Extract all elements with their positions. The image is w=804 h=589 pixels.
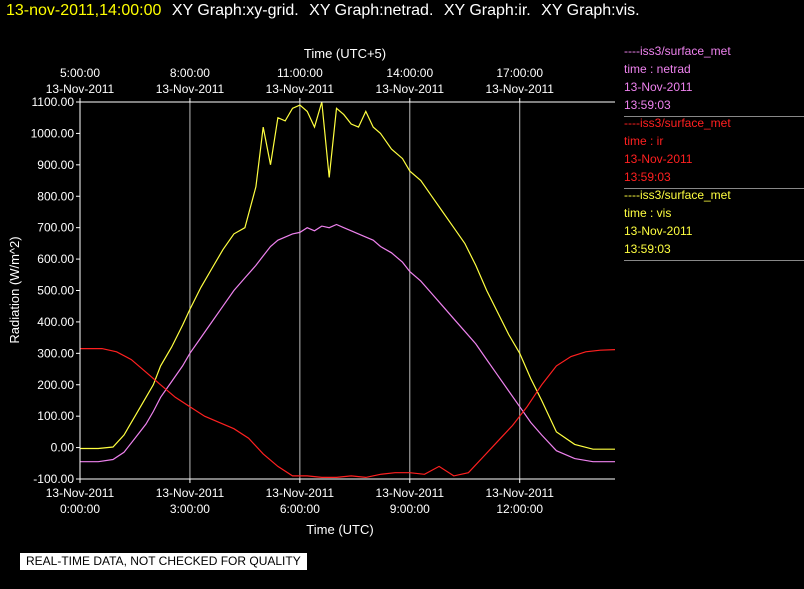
- x-axis-label-top: Time (UTC+5): [304, 46, 386, 61]
- legend-netrad: ----iss3/surface_met time : netrad 13-No…: [624, 42, 804, 117]
- x-tick-top-label-date: 13-Nov-2011: [46, 82, 115, 96]
- legend-ir-line: ----iss3/surface_met: [624, 116, 731, 130]
- legend-ir-date: 13-Nov-2011: [624, 152, 693, 166]
- x-tick-top-label-time: 5:00:00: [60, 66, 100, 80]
- x-tick-label-time: 6:00:00: [280, 502, 320, 516]
- y-tick-label: -100.00: [33, 472, 74, 486]
- grid: [189, 102, 521, 479]
- legend-divider: [624, 188, 804, 189]
- x-tick-top-label-time: 11:00:00: [277, 66, 323, 80]
- x-tick-label-time: 3:00:00: [170, 502, 210, 516]
- legend-vis-date: 13-Nov-2011: [624, 224, 693, 238]
- x-tick-label-date: 13-Nov-2011: [156, 486, 225, 500]
- y-tick-label: 800.00: [37, 189, 74, 203]
- y-tick-label: 1000.00: [31, 126, 75, 140]
- series-line-vis: [80, 101, 615, 450]
- y-tick-label: 0.00: [51, 441, 75, 455]
- y-tick-label: 300.00: [37, 346, 74, 360]
- legend-vis: ----iss3/surface_met time : vis 13-Nov-2…: [624, 186, 804, 261]
- x-tick-top-label-date: 13-Nov-2011: [485, 82, 554, 96]
- y-tick-label: 700.00: [37, 221, 74, 235]
- y-tick-label: 200.00: [37, 378, 74, 392]
- x-tick-top-label-time: 17:00:00: [496, 66, 543, 80]
- y-tick-label: 400.00: [37, 315, 74, 329]
- x-axis-label-bottom: Time (UTC): [306, 522, 373, 537]
- x-tick-top-label-date: 13-Nov-2011: [156, 82, 225, 96]
- axes: 1100.00 1000.00 900.00 800.00 700.00 600.00 50…: [31, 66, 615, 516]
- x-tick-label-date: 13-Nov-2011: [266, 486, 335, 500]
- title-bar: 13-nov-2011,14:00:00 XY Graph:xy-grid. X…: [6, 2, 640, 24]
- legend-netrad-var: time : netrad: [624, 62, 691, 76]
- graph-title-vis: XY Graph:vis.: [541, 2, 640, 19]
- x-tick-label-date: 13-Nov-2011: [376, 486, 445, 500]
- legend-netrad-line: ----iss3/surface_met: [624, 44, 731, 58]
- x-tick-top-label-date: 13-Nov-2011: [376, 82, 445, 96]
- legend-netrad-time: 13:59:03: [624, 98, 671, 112]
- series-lines: [80, 101, 616, 479]
- x-tick-label-date: 13-Nov-2011: [485, 486, 554, 500]
- legend-divider: [624, 260, 804, 261]
- graph-title-ir: XY Graph:ir.: [443, 2, 531, 19]
- graph-title-grid: XY Graph:xy-grid.: [171, 2, 299, 19]
- legend-ir-var: time : ir: [624, 134, 664, 148]
- legend-ir-time: 13:59:03: [624, 170, 671, 184]
- x-tick-label-time: 9:00:00: [390, 502, 430, 516]
- legend-vis-time: 13:59:03: [624, 242, 671, 256]
- x-tick-label-date: 13-Nov-2011: [46, 486, 115, 500]
- y-tick-label: 500.00: [37, 284, 74, 298]
- series-line-ir: [80, 348, 616, 479]
- x-tick-top-label-time: 14:00:00: [386, 66, 433, 80]
- y-tick-label: 600.00: [37, 252, 74, 266]
- legend-vis-line: ----iss3/surface_met: [624, 188, 731, 202]
- y-tick-label: 900.00: [37, 158, 74, 172]
- quality-disclaimer: REAL-TIME DATA, NOT CHECKED FOR QUALITY: [20, 553, 307, 570]
- legend-ir: ----iss3/surface_met time : ir 13-Nov-20…: [624, 114, 804, 189]
- series-line-netrad: [80, 223, 615, 463]
- legend-vis-var: time : vis: [624, 206, 672, 220]
- graph-title-netrad: XY Graph:netrad.: [309, 2, 434, 19]
- x-tick-label-time: 12:00:00: [496, 502, 543, 516]
- radiation-chart: 1100.00 1000.00 900.00 800.00 700.00 600.00 50…: [7, 46, 616, 537]
- y-tick-label: 100.00: [37, 409, 74, 423]
- x-tick-top-label-date: 13-Nov-2011: [266, 82, 335, 96]
- legend-netrad-date: 13-Nov-2011: [624, 80, 693, 94]
- y-tick-label: 1100.00: [32, 95, 75, 109]
- timestamp: 13-nov-2011,14:00:00: [6, 2, 162, 19]
- legend-divider: [624, 116, 804, 117]
- x-tick-top-label-time: 8:00:00: [170, 66, 210, 80]
- y-axis-label: Radiation (W/m^2): [7, 236, 22, 343]
- x-tick-label-time: 0:00:00: [60, 502, 100, 516]
